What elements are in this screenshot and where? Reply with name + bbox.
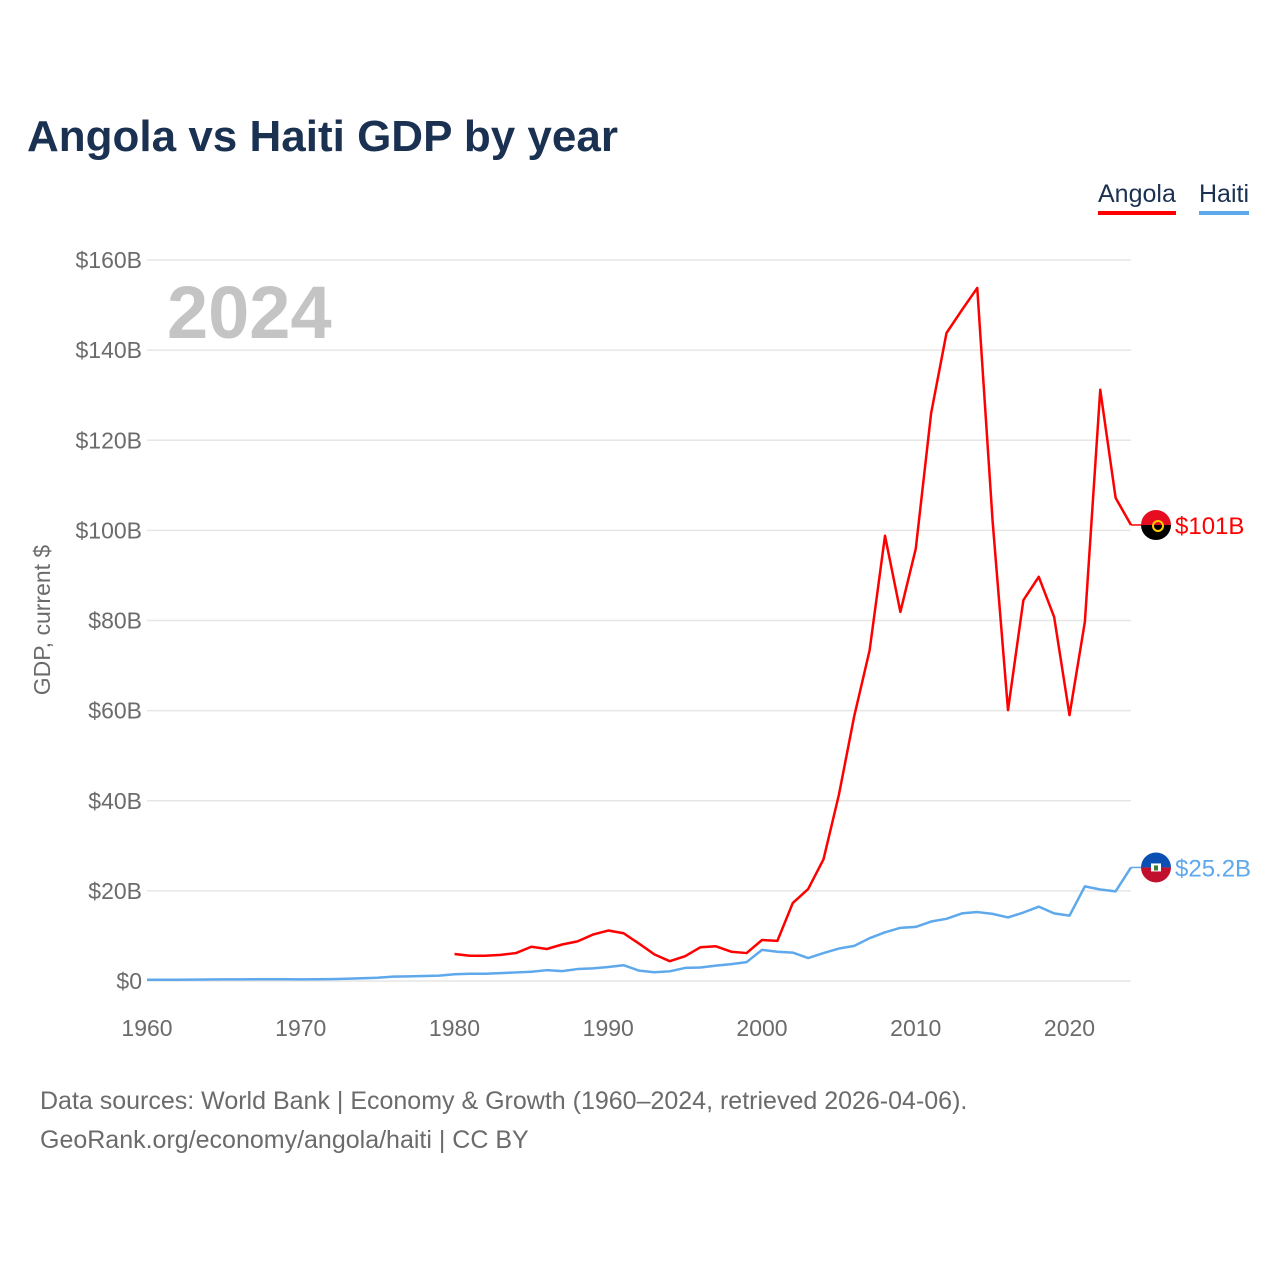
y-tick-label: $100B (75, 517, 142, 543)
x-tick-label: 2000 (736, 1015, 787, 1041)
series-line-angola (454, 286, 1133, 963)
data-source-text: Data sources: World Bank | Economy & Gro… (40, 1087, 968, 1115)
y-tick-label: $140B (75, 337, 142, 363)
y-tick-label: $20B (88, 878, 142, 904)
y-tick-label: $0 (116, 968, 142, 994)
haiti-flag-icon (1141, 852, 1171, 883)
angola-flag-icon (1141, 509, 1171, 540)
x-tick-label: 1960 (121, 1015, 172, 1041)
x-tick-label: 1980 (429, 1015, 480, 1041)
year-watermark: 2024 (167, 271, 332, 354)
source-link[interactable]: GeoRank.org/economy/angola/haiti | CC BY (40, 1126, 529, 1154)
y-axis-label: GDP, current $ (29, 545, 55, 696)
y-tick-label: $160B (75, 247, 142, 273)
y-tick-label: $40B (88, 788, 142, 814)
end-value-label: $25.2B (1175, 855, 1251, 882)
x-tick-label: 2020 (1044, 1015, 1095, 1041)
chart-title: Angola vs Haiti GDP by year (27, 112, 618, 161)
series-line-haiti (147, 866, 1133, 982)
flag-top-band (1141, 852, 1171, 868)
footer: Data sources: World Bank | Economy & Gro… (40, 1082, 967, 1160)
end-value-label: $101B (1175, 513, 1244, 540)
x-tick-label: 1990 (583, 1015, 634, 1041)
legend-angola[interactable]: Angola (1098, 180, 1176, 215)
flag-emblem-palm (1154, 865, 1158, 871)
y-tick-label: $60B (88, 698, 142, 724)
y-tick-label: $80B (88, 608, 142, 634)
x-tick-label: 2010 (890, 1015, 941, 1041)
flag-top-band (1141, 509, 1171, 525)
flag-bottom-band (1141, 867, 1171, 883)
legend-haiti[interactable]: Haiti (1199, 180, 1250, 215)
y-tick-label: $120B (75, 427, 142, 453)
flag-emblem (1152, 519, 1164, 532)
flag-bottom-band (1141, 524, 1171, 540)
x-tick-label: 1970 (275, 1015, 326, 1041)
